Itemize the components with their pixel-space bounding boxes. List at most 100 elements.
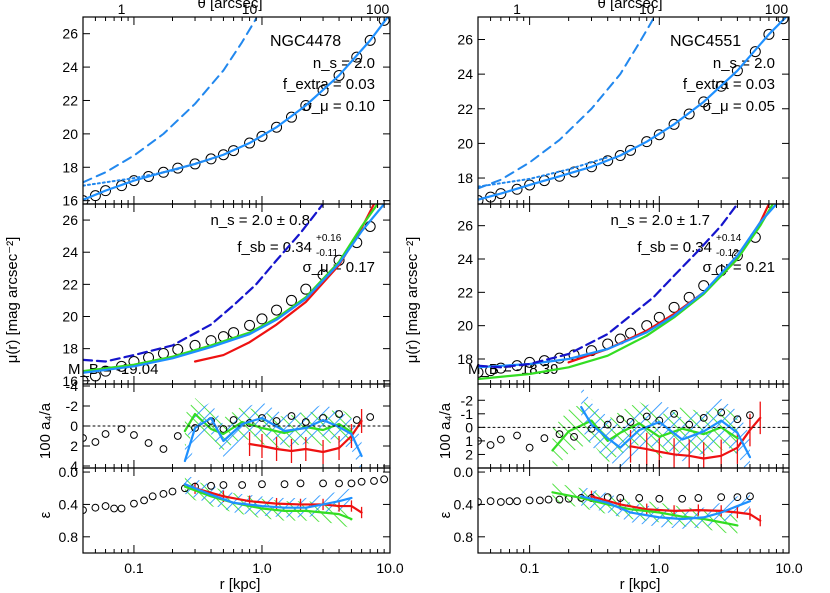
data-point-circle	[495, 188, 507, 200]
mid-right-sigma: σ_μ = 0.21	[702, 259, 775, 276]
data-point-circle	[159, 445, 168, 453]
panel-plot-area	[83, 398, 390, 468]
y-tick-label: 20	[62, 309, 78, 325]
data-point-circle	[296, 479, 305, 488]
panel-a4-1: 210-1-2	[461, 383, 790, 469]
data-point-circle	[101, 502, 110, 510]
y-tick-label: -1	[461, 406, 474, 422]
data-point-circle	[668, 118, 680, 130]
data-point-circle	[616, 494, 625, 502]
y-tick-label: 20	[457, 135, 473, 151]
data-point-circle	[544, 495, 553, 504]
data-point-circle	[244, 319, 256, 331]
data-point-circle	[616, 415, 625, 424]
y-tick-label: 0	[465, 419, 473, 435]
data-point-circle	[524, 179, 536, 191]
panel-plot-area	[478, 204, 778, 381]
series-line-blue	[478, 204, 778, 369]
data-point-circle	[642, 412, 651, 421]
series-line-green	[183, 412, 353, 436]
y-tick-label: 24	[457, 66, 473, 82]
series-line-dashed	[83, 17, 258, 184]
series-line-red	[248, 419, 363, 454]
data-point-circle	[698, 96, 710, 108]
y-tick-label: 26	[62, 26, 78, 42]
data-point-circle	[525, 496, 534, 505]
y-tick-label: 1	[465, 433, 473, 449]
xlabel-right: r [kpc]	[620, 576, 661, 593]
data-point-circle	[364, 34, 376, 46]
y-tick-label: 18	[62, 341, 78, 357]
y-tick-label: 0.4	[454, 496, 474, 512]
y-tick-label: 24	[62, 244, 78, 260]
ylabel-a4-left: 100 a₄/a	[37, 402, 54, 459]
y-tick-label: 16	[62, 193, 78, 209]
panel-top-0: 16 18 20 22 24 26 1 10 100	[62, 1, 391, 209]
data-point-circle	[229, 416, 238, 424]
y-tick-label: 26	[62, 212, 78, 228]
data-point-circle	[731, 65, 743, 77]
data-point-circle	[683, 108, 695, 120]
data-point-circle	[144, 439, 153, 447]
data-point-circle	[335, 410, 343, 418]
data-point-circle	[205, 153, 217, 165]
hatch-band-blue	[581, 486, 750, 529]
y-tick-label: 24	[457, 251, 473, 267]
data-point-circle	[258, 480, 266, 489]
data-point-circle	[699, 413, 708, 422]
data-point-circle	[763, 28, 775, 40]
top-left-ns: n_s = 2.0	[313, 55, 375, 72]
data-point-circle	[140, 496, 148, 505]
mid-left-ns: n_s = 2.0 ± 0.8	[210, 212, 310, 229]
data-point-circle	[100, 185, 112, 197]
y-tick-label: 22	[62, 92, 78, 108]
y-tick-label: 16	[62, 373, 78, 389]
data-point-circle	[717, 493, 726, 502]
series-line-dotted	[478, 156, 609, 188]
data-point-circle	[285, 294, 297, 306]
y-tick-label: 0	[70, 418, 78, 434]
data-point-circle	[513, 497, 521, 506]
y-tick-label: 0.0	[59, 464, 79, 480]
series-line-blue	[83, 204, 386, 374]
data-point-circle	[91, 503, 100, 512]
mid-right-fsb: f_sb = 0.34	[637, 239, 712, 256]
y-tick-label: 4	[70, 458, 78, 474]
mid-left-fsb: f_sb = 0.34	[237, 239, 312, 256]
data-point-circle	[746, 492, 754, 501]
data-point-circle	[370, 477, 378, 485]
data-point-circle	[244, 137, 256, 149]
panel-plot-area	[83, 17, 390, 204]
series-line-green	[551, 419, 739, 452]
data-point-circle	[128, 175, 140, 187]
series-line-blue	[183, 483, 353, 509]
data-point-circle	[357, 477, 366, 486]
data-point-circle	[653, 129, 665, 141]
y-tick-label: -4	[66, 378, 79, 394]
data-point-circle	[272, 417, 281, 425]
ylabel-a4-right: 100 a₄/a	[437, 402, 454, 459]
top-x-tick-label: 100	[765, 1, 789, 17]
y-tick-label: 20	[62, 126, 78, 142]
data-point-circle	[366, 413, 375, 421]
series-line-green	[478, 204, 774, 381]
panel-frame	[82, 467, 391, 554]
data-point-circle	[347, 479, 356, 488]
data-point-circle	[319, 414, 327, 422]
top-x-tick-label: 10	[639, 1, 655, 17]
y-tick-label: -2	[461, 392, 474, 408]
data-point-circle	[568, 166, 580, 178]
mid-left-fsb-dn: -0.11	[316, 248, 338, 259]
data-point-circle	[540, 434, 549, 443]
data-point-circle	[555, 430, 564, 439]
xlabel-left: r [kpc]	[220, 576, 261, 593]
data-point-circle	[715, 80, 727, 92]
top-x-tick-label: 1	[513, 1, 521, 17]
data-point-circle	[256, 130, 268, 142]
data-point-circle	[301, 418, 310, 426]
y-tick-label: 2	[70, 438, 78, 454]
y-tick-label: 26	[457, 32, 473, 48]
data-point-circle	[335, 479, 343, 488]
